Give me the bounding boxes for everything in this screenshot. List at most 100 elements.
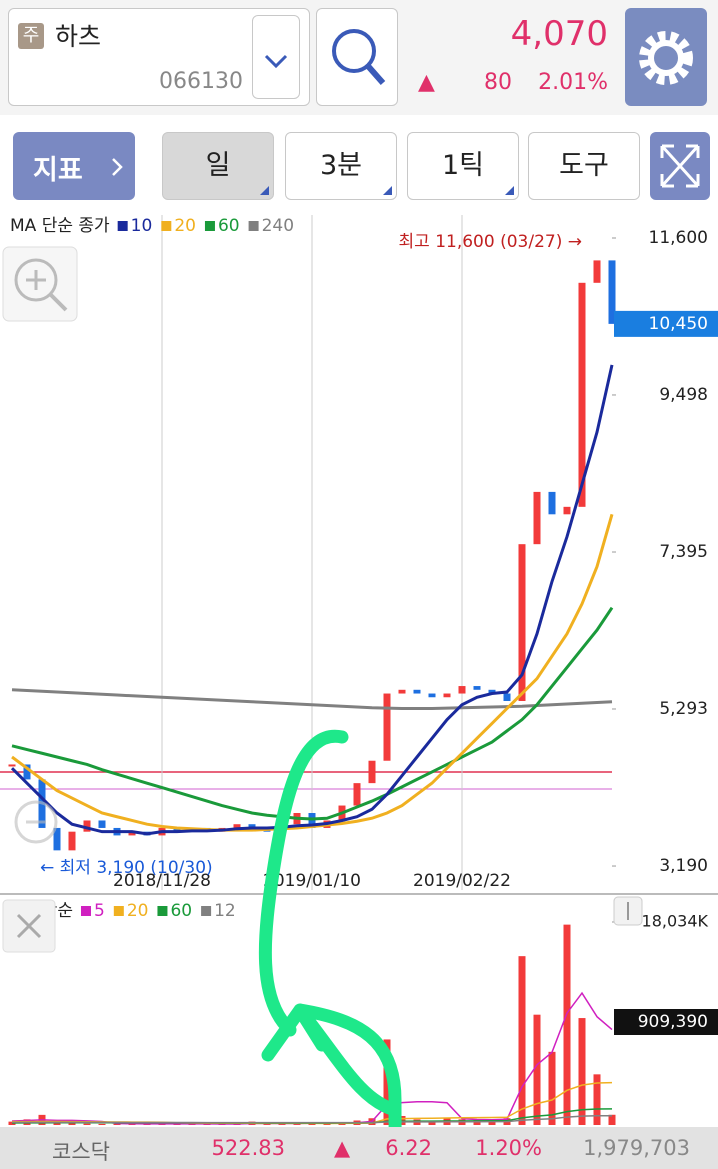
candle — [53, 827, 61, 851]
candle — [563, 506, 571, 515]
x-tick-label: 2019/01/10 — [263, 871, 361, 891]
change-sign: ▲ — [418, 70, 435, 95]
volume-bar — [113, 1123, 121, 1125]
index: 522.83 — [211, 1136, 285, 1160]
last-price-box — [614, 310, 718, 337]
period-tab[interactable]: 3분 — [285, 132, 397, 200]
volume-bar — [578, 1018, 586, 1125]
candle — [608, 260, 616, 324]
period-tab[interactable]: 일 — [162, 132, 274, 200]
volume-bar — [608, 1114, 616, 1125]
toolbar: 지표 일 3분 1틱 도구 — [0, 120, 718, 212]
volume-bar — [98, 1123, 106, 1125]
x-tick-label: 2018/11/28 — [113, 871, 211, 891]
period-tab[interactable]: 1틱 — [407, 132, 519, 200]
legend-title: MA 단순 종가 — [10, 216, 110, 236]
volume-bar — [593, 1074, 601, 1125]
legend-label: 12 — [214, 901, 236, 921]
candle — [518, 544, 526, 701]
legend-swatch — [201, 906, 212, 916]
candle — [413, 689, 421, 694]
stock-code: 066130 — [159, 69, 243, 94]
candle — [233, 824, 241, 828]
candle — [428, 693, 436, 698]
tab-corner — [505, 186, 514, 195]
market: 코스닥 — [52, 1140, 110, 1164]
volume-bar — [8, 1121, 16, 1125]
candle — [593, 260, 601, 283]
candle — [443, 693, 451, 698]
last-volume-label: 909,390 — [638, 1012, 708, 1032]
close-icon — [2, 899, 56, 953]
legend-swatch — [248, 221, 259, 231]
candle — [8, 764, 16, 767]
tab-corner — [383, 186, 392, 195]
annotation-arrow — [258, 729, 405, 1169]
candle — [98, 820, 106, 828]
legend-label: 240 — [262, 216, 294, 236]
volume-ma-line — [12, 1114, 613, 1124]
zoom-out-icon — [14, 800, 58, 844]
header: 주 하츠 066130 4,070 ▲ 80 2.01% — [0, 0, 718, 115]
volume-bar — [263, 1123, 271, 1125]
expand-button[interactable] — [650, 132, 710, 200]
legend-label: 20 — [174, 216, 196, 236]
index-rate: 1.20% — [475, 1136, 542, 1160]
legend-swatch — [113, 906, 124, 916]
badge: 주 — [18, 23, 44, 49]
y-tick-label: 7,395 — [659, 542, 708, 562]
ma-line — [10, 364, 614, 836]
y-tick-label: 9,498 — [659, 385, 708, 405]
legend-swatch — [161, 221, 172, 231]
candle — [353, 783, 361, 806]
y-tick-label: 3,190 — [659, 856, 708, 876]
footer: 코스닥 522.83 ▲ 6.22 1.20% 1,979,703 — [0, 1127, 718, 1169]
market-volume: 1,979,703 — [583, 1136, 690, 1160]
stock-panel[interactable]: 주 하츠 066130 — [8, 8, 310, 106]
legend-swatch — [80, 906, 91, 916]
last-volume-box — [614, 1009, 718, 1035]
candle — [23, 764, 31, 780]
settings-button[interactable] — [625, 8, 707, 106]
candle — [473, 686, 481, 690]
candle — [398, 689, 406, 694]
last-price-label: 10,450 — [649, 314, 708, 334]
candle — [503, 693, 511, 701]
tools-button[interactable]: 도구 — [528, 132, 640, 200]
candle — [368, 760, 376, 784]
candle — [383, 693, 391, 761]
volume-bar — [518, 956, 526, 1125]
candle — [578, 282, 586, 507]
dropdown[interactable] — [252, 15, 300, 99]
candle — [248, 824, 256, 828]
volume-bar — [398, 1115, 406, 1125]
volume-bar — [278, 1123, 286, 1125]
max-label: 최고 11,600 (03/27) → — [399, 232, 582, 252]
index-sign: ▲ — [334, 1136, 351, 1160]
plot: 2018/11/28 2019/01/10 2019/02/22 3,190 5,293… — [8, 215, 718, 1125]
min-label: ← 최저 3,190 (10/30) — [40, 858, 213, 878]
legend-label: 20 — [127, 901, 149, 921]
ma-line — [11, 606, 614, 821]
legend-label: 10 — [131, 216, 153, 236]
volume-bar — [53, 1122, 61, 1125]
indicator-button[interactable]: 지표 — [13, 132, 135, 200]
change-rate: 2.01% — [538, 70, 608, 95]
zoom-icon — [2, 246, 78, 322]
y-tick-label: 11,600 — [649, 228, 708, 248]
candle — [68, 831, 76, 851]
price: 4,070 — [510, 14, 608, 54]
volume-bar — [293, 1123, 301, 1125]
index-change: 6.22 — [385, 1136, 432, 1160]
candle — [83, 820, 91, 832]
stock-name: 하츠 — [55, 22, 102, 51]
candle — [488, 689, 496, 694]
legend-swatch — [204, 221, 215, 231]
tab-corner — [260, 186, 269, 195]
legend-swatch — [117, 221, 128, 231]
volume-bar — [488, 1120, 496, 1125]
search-button[interactable] — [316, 8, 398, 106]
y-tick-label: 5,293 — [659, 699, 708, 719]
